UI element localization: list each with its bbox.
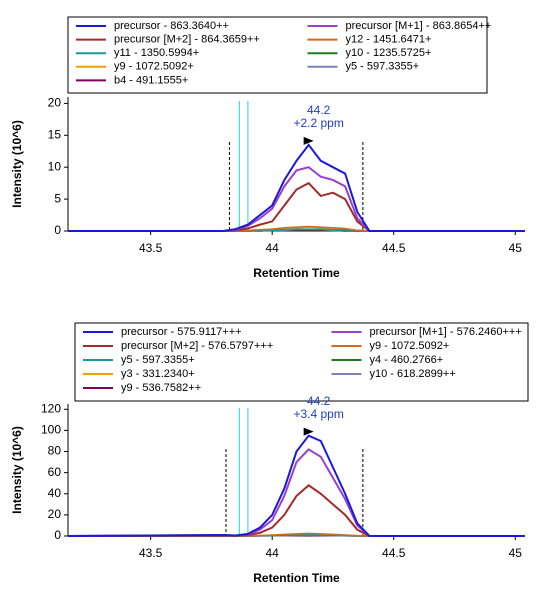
y-tick-label: 120 xyxy=(41,401,61,415)
legend-label: y9 - 1072.5092+ xyxy=(370,340,450,352)
legend-label: precursor [M+2] - 576.5797+++ xyxy=(121,340,273,352)
series-line xyxy=(68,225,525,232)
legend-label: y3 - 331.2340+ xyxy=(121,368,195,380)
legend-label: b4 - 491.1555+ xyxy=(114,74,188,86)
peak-label: 44.2 xyxy=(307,394,331,408)
legend-label: y10 - 1235.5725+ xyxy=(346,47,432,59)
legend: precursor - 575.9117+++ precursor [M+1] -… xyxy=(74,322,529,402)
y-tick-label: 40 xyxy=(48,486,62,500)
legend-label: precursor - 575.9117+++ xyxy=(121,326,242,338)
y-axis-label: Intensity (10^6) xyxy=(10,426,24,514)
series-line xyxy=(68,181,525,232)
y-tick-label: 10 xyxy=(48,159,62,173)
chart: precursor - 863.3640++ precursor [M+1] - … xyxy=(10,16,525,280)
legend-label: precursor [M+2] - 864.3659++ xyxy=(114,34,260,46)
series-line xyxy=(68,166,525,232)
legend-label: y4 - 460.2766+ xyxy=(370,354,444,366)
peak-label: 44.2 xyxy=(307,103,331,117)
legend-box xyxy=(74,322,529,402)
y-tick-label: 80 xyxy=(48,444,62,458)
x-tick-label: 45 xyxy=(509,546,523,560)
chart: precursor - 575.9117+++ precursor [M+1] -… xyxy=(10,322,529,585)
x-tick-label: 44.5 xyxy=(382,546,406,560)
series-line xyxy=(67,434,525,537)
legend-label: y12 - 1451.6471+ xyxy=(346,34,432,46)
x-tick-label: 43.5 xyxy=(139,546,163,560)
y-axis-label: Intensity (10^6) xyxy=(10,120,24,208)
peak-marker xyxy=(303,136,314,145)
x-tick-label: 45 xyxy=(509,241,523,255)
legend-label: y11 - 1350.5994+ xyxy=(114,47,199,59)
legend-box xyxy=(67,16,488,94)
x-tick-label: 44 xyxy=(266,241,280,255)
x-axis-label: Retention Time xyxy=(253,571,340,585)
series-line xyxy=(68,143,525,232)
y-tick-label: 20 xyxy=(48,96,62,110)
y-tick-label: 20 xyxy=(48,507,62,521)
y-tick-label: 5 xyxy=(54,191,61,205)
legend-label: precursor [M+1] - 576.2460+++ xyxy=(370,326,522,338)
legend: precursor - 863.3640++ precursor [M+1] - … xyxy=(67,16,492,94)
legend-label: y9 - 1072.5092+ xyxy=(114,61,194,73)
x-tick-label: 44.5 xyxy=(382,241,406,255)
y-tick-label: 60 xyxy=(48,465,62,479)
legend-label: y10 - 618.2899++ xyxy=(370,368,456,380)
y-tick-label: 15 xyxy=(48,127,62,141)
x-tick-label: 43.5 xyxy=(139,241,163,255)
x-axis-label: Retention Time xyxy=(253,266,340,280)
peak-label: +2.2 ppm xyxy=(293,116,343,130)
peak-marker xyxy=(303,427,314,436)
y-tick-label: 100 xyxy=(41,423,61,437)
legend-label: precursor - 863.3640++ xyxy=(114,20,229,32)
x-tick-label: 44 xyxy=(266,546,280,560)
legend-label: y9 - 536.7582++ xyxy=(121,382,201,394)
legend-label: y5 - 597.3355+ xyxy=(121,354,195,366)
series-line xyxy=(67,448,525,537)
peak-label: +3.4 ppm xyxy=(293,407,343,421)
series-line xyxy=(67,484,525,537)
legend-label: y5 - 597.3355+ xyxy=(346,61,420,73)
legend-label: precursor [M+1] - 863.8654++ xyxy=(346,20,492,32)
y-tick-label: 0 xyxy=(54,223,61,237)
y-tick-label: 0 xyxy=(54,528,61,542)
